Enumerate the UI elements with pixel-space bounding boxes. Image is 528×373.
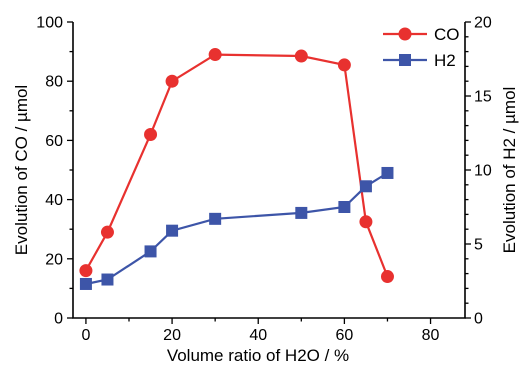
legend-label-co: CO bbox=[434, 25, 460, 44]
x-tick-label: 80 bbox=[422, 327, 440, 344]
data-point-1 bbox=[381, 166, 394, 179]
series-line-1 bbox=[85, 172, 389, 286]
y-left-tick-label: 20 bbox=[45, 251, 63, 268]
legend-label-h2: H2 bbox=[434, 51, 456, 70]
y-axis-left-title: Evolution of CO / µmol bbox=[12, 85, 31, 255]
x-axis-title: Volume ratio of H2O / % bbox=[167, 346, 349, 365]
y-axis-right-title: Evolution of H2 / µmol bbox=[500, 87, 519, 254]
x-tick-label: 40 bbox=[249, 327, 267, 344]
data-point-0 bbox=[294, 49, 308, 63]
x-tick-label: 60 bbox=[335, 327, 353, 344]
ticks-layer: 0 20 40 60 80 0 20 40 60 80 100 0 5 10 15 20 bbox=[36, 15, 492, 345]
y-right-tick-label: 10 bbox=[474, 163, 492, 180]
data-point-1 bbox=[359, 180, 372, 193]
y-right-tick-label: 15 bbox=[474, 89, 492, 106]
x-tick-label: 20 bbox=[163, 327, 181, 344]
y-right-tick-label: 0 bbox=[474, 311, 483, 328]
data-point-0 bbox=[79, 264, 93, 278]
data-point-1 bbox=[338, 201, 351, 213]
data-point-1 bbox=[144, 245, 157, 258]
data-point-0 bbox=[165, 74, 179, 88]
data-point-1 bbox=[166, 224, 179, 237]
y-left-tick-label: 0 bbox=[54, 311, 63, 328]
data-point-0 bbox=[144, 127, 158, 141]
data-point-1 bbox=[79, 277, 92, 290]
data-point-0 bbox=[337, 58, 351, 72]
legend-marker-co bbox=[398, 27, 412, 41]
data-point-1 bbox=[101, 273, 114, 286]
data-point-1 bbox=[295, 206, 308, 219]
legend: CO H2 bbox=[383, 25, 460, 70]
y-left-tick-label: 80 bbox=[45, 74, 63, 91]
plot-axes bbox=[72, 22, 466, 319]
data-point-1 bbox=[209, 212, 222, 225]
legend-marker-h2 bbox=[399, 54, 411, 66]
y-left-tick-label: 40 bbox=[45, 192, 63, 209]
data-point-0 bbox=[359, 215, 373, 229]
y-right-tick-label: 20 bbox=[474, 15, 492, 32]
data-point-0 bbox=[100, 225, 114, 239]
y-left-tick-label: 60 bbox=[45, 133, 63, 150]
plot-frame bbox=[72, 22, 466, 319]
series-layer bbox=[79, 48, 394, 290]
y-right-tick-label: 5 bbox=[474, 237, 483, 254]
x-tick-label: 0 bbox=[81, 327, 90, 344]
data-point-0 bbox=[380, 270, 394, 284]
y-left-tick-label: 100 bbox=[36, 15, 63, 32]
series-line-0 bbox=[84, 53, 389, 278]
data-point-0 bbox=[208, 48, 222, 62]
